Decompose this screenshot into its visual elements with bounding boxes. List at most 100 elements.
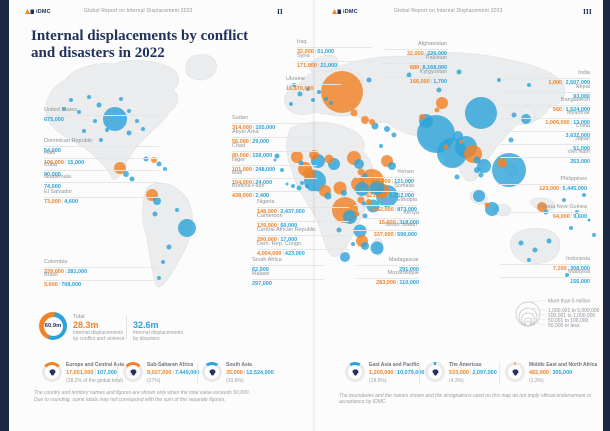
conflict-value: 680 [409,64,420,71]
total-donut: 60.9m [39,312,67,340]
country-name: Cameroon [257,213,283,219]
country-values: 283,000|110,000 [357,280,419,287]
conflict-bubble [309,150,319,160]
disaster-bubble [77,110,81,114]
disaster-bubble [406,72,412,78]
country-label-brazil: Brazil 5,600|708,000 [44,272,159,288]
region-globe-icon [126,365,140,379]
country-label-iraq: Iraq 32,000|51,000 [297,39,372,55]
country-name: Kyrgyzstan [419,69,447,75]
region-name: The Americas [449,362,482,368]
country-values: 93,000 [500,94,590,101]
country-name: Somalia [394,183,414,189]
country-values: 101,000|248,000 [232,167,317,174]
disaster-bubble [175,208,179,212]
disaster-value: 2,507,000 [565,79,590,86]
disaster-bubble [511,112,517,118]
disaster-bubble [569,226,573,230]
disaster-bubble [274,153,280,159]
country-values: 154,000|24,000 [232,180,317,187]
disaster-bubble [379,144,383,148]
region-conflict-value: 35,000 [226,370,243,376]
label-rule [500,104,590,106]
country-label-united-states: United States 675,000 [44,107,159,123]
disaster-bubble [473,190,485,202]
value-separator: | [314,49,317,55]
region-stat-europe-and-central-asia: Europe and Central Asia 17,051,000|107,00… [42,362,124,384]
value-separator: | [570,213,573,220]
region-text: South Asia 35,000|12,524,000 (20.6%) [226,362,274,384]
conflict-bubble [366,199,372,205]
disaster-value: 318,000 [399,219,419,226]
label-rule [44,114,159,116]
conflict-value: 64,000 [552,213,570,220]
country-values: 276,000|121,000 [356,179,414,186]
disaster-bubble [391,132,397,138]
label-rule [44,196,159,198]
region-percentage: (4.3%) [449,378,464,384]
size-legend-leader [527,312,546,316]
label-rule [497,183,587,185]
region-ring [425,362,445,382]
label-rule [44,279,159,281]
country-label-mali: Mali 154,000|24,000 [232,170,317,186]
country-label-myanmar: Myanmar 1,006,000|13,000 [500,110,590,126]
disaster-bubble [478,172,484,178]
disaster-value: 708,000 [61,281,82,288]
label-rule [44,169,159,171]
disaster-value: 308,000 [570,265,590,272]
country-label-syria: Syria 171,000|21,000 [297,53,372,69]
size-legend-label: 100,001 to 1,000,000 [548,313,595,319]
country-values: 2,032,000|873,000 [354,207,417,214]
country-label-cuba: Cuba 90,000 [44,162,159,178]
disaster-value: 21,000 [320,62,338,69]
value-separator: | [430,78,433,85]
label-rule [500,143,590,145]
country-values: 15,000|318,000 [357,220,419,227]
country-name: India [578,70,590,76]
country-values: 139,000|66,000 [257,223,349,230]
country-label-south-africa: South Africa 62,000 [252,257,324,273]
country-label-viet-nam: Viet Nam 353,000 [500,149,590,165]
disaster-bubble [153,197,161,205]
label-rule [357,264,419,266]
value-separator: | [64,159,67,166]
country-label-el-salvador: El Salvador 73,000|4,600 [44,189,159,205]
value-separator: | [243,370,246,376]
value-separator: | [317,62,320,69]
region-name: Middle East and North Africa [529,362,598,368]
disaster-value: 4,600 [64,198,79,205]
country-name: Afghanistan [417,41,447,47]
value-separator: | [282,250,284,257]
country-name: Kenya [403,210,419,216]
country-name: Ethiopia [397,197,417,203]
disaster-value: 156,000 [570,278,590,285]
region-stat-east-asia-and-pacific: East Asia and Pacific 1,200,000|10,079,00… [345,362,424,384]
country-values: 339,000|281,000 [44,269,159,276]
size-legend-leader [527,320,546,326]
disaster-bubble [126,130,132,136]
country-label-india: India 1,000|2,507,000 [500,70,590,86]
footnote-left-2: Due to rounding, some totals may not cor… [34,397,226,403]
conflict-value: 171,000 [297,62,317,69]
country-label-malaysia: Malaysia 156,000 [500,269,590,285]
region-ring [505,362,525,382]
value-separator: | [469,370,472,376]
disaster-bubble [129,176,135,182]
country-values: 290,000|17,000 [257,237,349,244]
region-conflict-value: 533,000 [449,370,469,376]
region-disaster-value: 107,000 [96,370,117,376]
disaster-bubble [96,102,102,108]
continent-glyph [431,368,438,376]
country-values: 106,000|15,000 [44,160,159,167]
country-name: China [575,123,590,129]
disaster-bubble [311,98,315,102]
country-label-colombia: Colombia 339,000|281,000 [44,259,159,275]
disaster-bubble [157,276,161,280]
country-values: 1,000|2,507,000 [500,80,590,87]
conflict-bubble [291,151,303,163]
footnote-right: The boundaries and the names shown and t… [339,393,592,405]
region-values: 533,000|2,097,000 [449,370,497,376]
disaster-bubble [99,138,103,142]
value-separator: | [61,198,64,205]
